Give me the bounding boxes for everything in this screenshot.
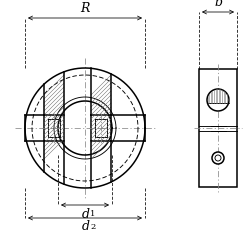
Circle shape [207,89,229,111]
Text: 1: 1 [90,210,96,218]
Bar [199,69,237,187]
Text: b: b [214,0,222,9]
Circle shape [212,152,224,164]
Text: 2: 2 [90,223,95,231]
Text: R: R [80,2,90,15]
Text: d: d [82,208,90,220]
Text: d: d [82,220,90,234]
